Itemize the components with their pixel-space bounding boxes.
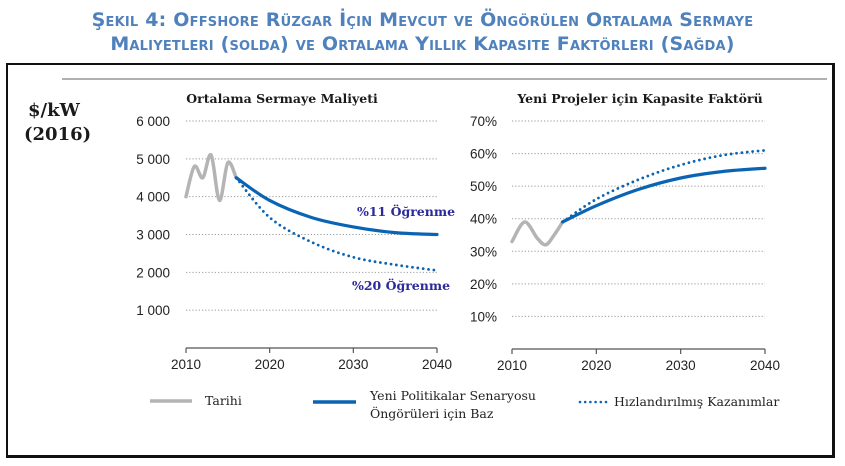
x-tick-label: 2020 (255, 357, 285, 372)
x-tick-label: 2010 (171, 357, 201, 372)
accelerated-gains-line (234, 176, 439, 272)
y-tick-label: 3 000 (136, 228, 170, 243)
y-tick-label: 40% (470, 212, 497, 227)
legend-historic-label: Tarihi (205, 393, 242, 408)
historic-line (184, 153, 238, 203)
x-tick-label: 2030 (666, 358, 696, 373)
accelerated-gains-line (561, 148, 767, 224)
historic-line (510, 220, 565, 247)
x-tick-label: 2020 (581, 358, 611, 373)
unit-label-line-2: (2016) (24, 124, 91, 145)
y-tick-label: 6 000 (136, 114, 170, 129)
y-tick-label: 10% (470, 309, 497, 324)
annotation-11-learning: %11 Öğrenme (357, 203, 455, 219)
annotation-20-learning: %20 Öğrenme (352, 277, 450, 293)
x-tick-label: 2040 (750, 358, 780, 373)
y-tick-label: 50% (470, 179, 497, 194)
figure-frame (6, 63, 835, 458)
base-scenario-line (234, 176, 439, 237)
base-scenario-line (561, 166, 767, 224)
figure-title-line-1: Şekil 4: Offshore Rüzgar İçin Mevcut ve … (91, 9, 754, 31)
x-tick-label: 2040 (422, 357, 452, 372)
right-chart-title: Yeni Projeler için Kapasite Faktörü (516, 91, 762, 106)
left-chart-title: Ortalama Sermaye Maliyeti (186, 91, 378, 106)
y-tick-label: 30% (470, 244, 497, 259)
y-tick-label: 2 000 (136, 265, 170, 280)
y-tick-label: 70% (470, 114, 497, 129)
y-tick-label: 1 000 (136, 303, 170, 318)
x-tick-label: 2010 (497, 358, 527, 373)
y-tick-label: 4 000 (136, 190, 170, 205)
x-tick-label: 2030 (338, 357, 368, 372)
y-tick-label: 60% (470, 147, 497, 162)
legend-base-label-line-1: Yeni Politikalar Senaryosu (369, 388, 536, 403)
capacity-factor-chart: Yeni Projeler için Kapasite Faktörü 10% 2… (470, 91, 780, 373)
unit-label-line-1: $/kW (28, 100, 81, 121)
y-tick-label: 5 000 (136, 152, 170, 167)
legend: Tarihi Yeni Politikalar Senaryosu Öngörü… (150, 388, 779, 421)
capital-cost-chart: Ortalama Sermaye Maliyeti 1 000 2 000 3 00… (136, 91, 455, 372)
legend-base-label-line-2: Öngörüleri için Baz (370, 405, 494, 421)
figure-title-line-2: Maliyetleri (solda) ve Ortalama Yıllık K… (110, 33, 735, 55)
y-tick-label: 20% (470, 277, 497, 292)
legend-accelerated-label: Hızlandırılmış Kazanımlar (614, 394, 779, 409)
